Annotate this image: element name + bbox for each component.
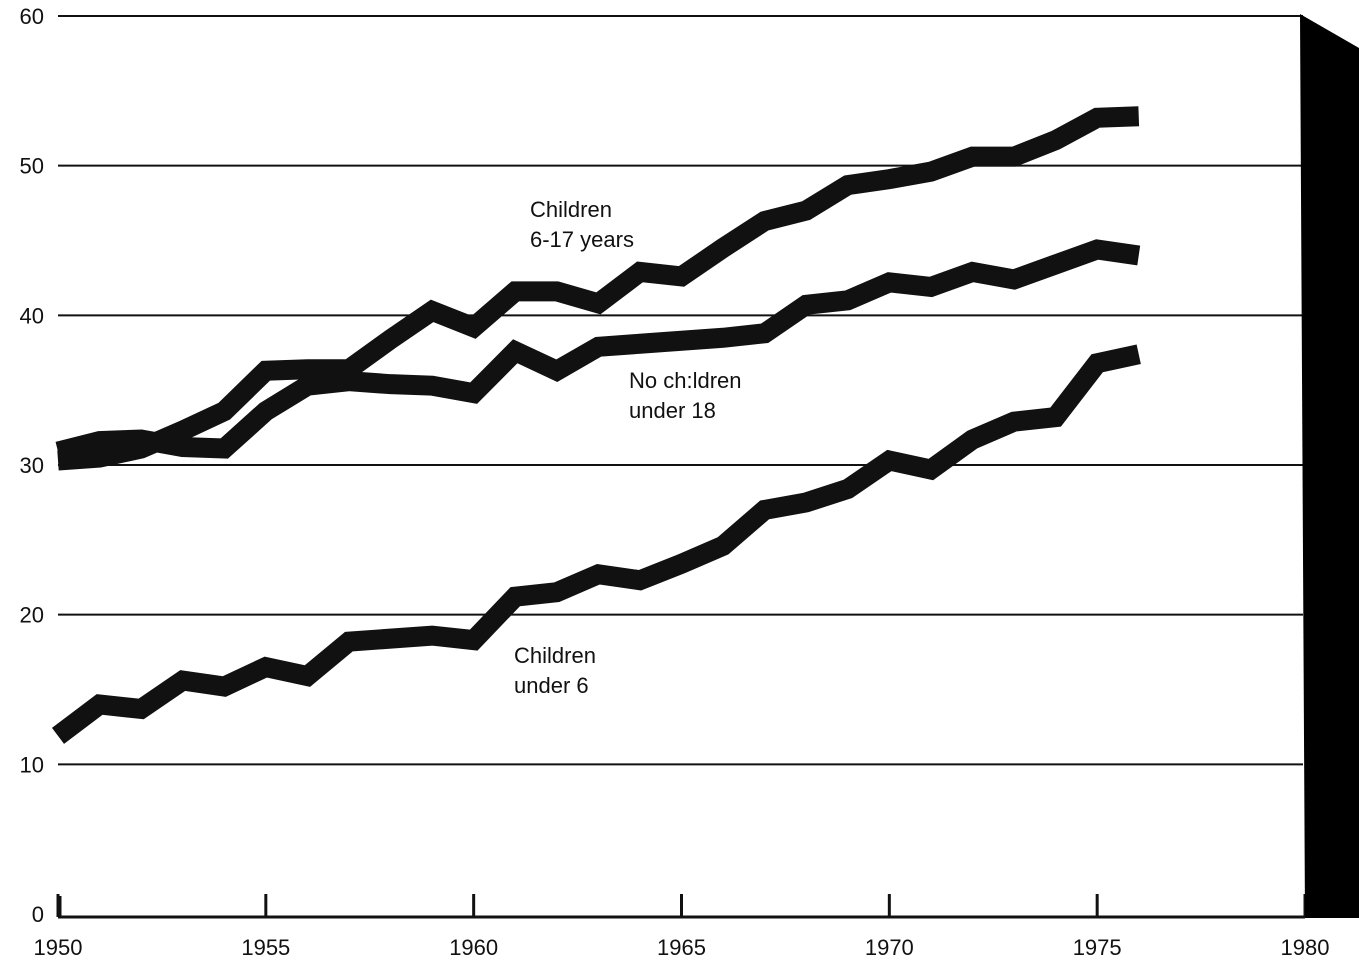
x-tick-label: 1950 xyxy=(34,935,83,960)
series-line-2 xyxy=(55,239,1141,462)
right-edge-band xyxy=(1300,14,1359,918)
y-tick-label: 60 xyxy=(20,4,44,29)
x-tick-label: 1960 xyxy=(449,935,498,960)
x-axis xyxy=(56,894,1307,919)
x-tick-label: 1980 xyxy=(1281,935,1330,960)
y-tick-label: 20 xyxy=(20,603,44,628)
y-tick-label: 40 xyxy=(20,303,44,328)
series-label-3-line-2: under 6 xyxy=(514,673,589,698)
y-tick-label: 10 xyxy=(20,752,44,777)
y-tick-label: 50 xyxy=(20,154,44,179)
series-lines xyxy=(51,106,1141,744)
series-line-1 xyxy=(57,106,1140,471)
series-line-3 xyxy=(51,344,1141,744)
x-tick-label: 1975 xyxy=(1073,935,1122,960)
series-label-2-line-1: No ch:ldren xyxy=(629,368,742,393)
grid-lines xyxy=(58,15,1303,766)
y-tick-label: 30 xyxy=(20,453,44,478)
y-tick-label: 0 xyxy=(32,902,44,927)
series-label-1-line-2: 6-17 years xyxy=(530,227,634,252)
x-tick-label: 1965 xyxy=(657,935,706,960)
series-label-3-line-1: Children xyxy=(514,643,596,668)
series-label-2-line-2: under 18 xyxy=(629,398,716,423)
x-axis-tick-labels: 1950 1955 1960 1965 1970 1975 1980 xyxy=(34,935,1330,960)
x-tick-label: 1955 xyxy=(241,935,290,960)
series-labels: Children 6-17 years No ch:ldren under 18 Chi… xyxy=(514,197,742,698)
x-tick-label: 1970 xyxy=(865,935,914,960)
series-label-1-line-1: Children xyxy=(530,197,612,222)
y-axis-tick-labels: 0 10 20 30 40 50 60 xyxy=(20,4,44,927)
